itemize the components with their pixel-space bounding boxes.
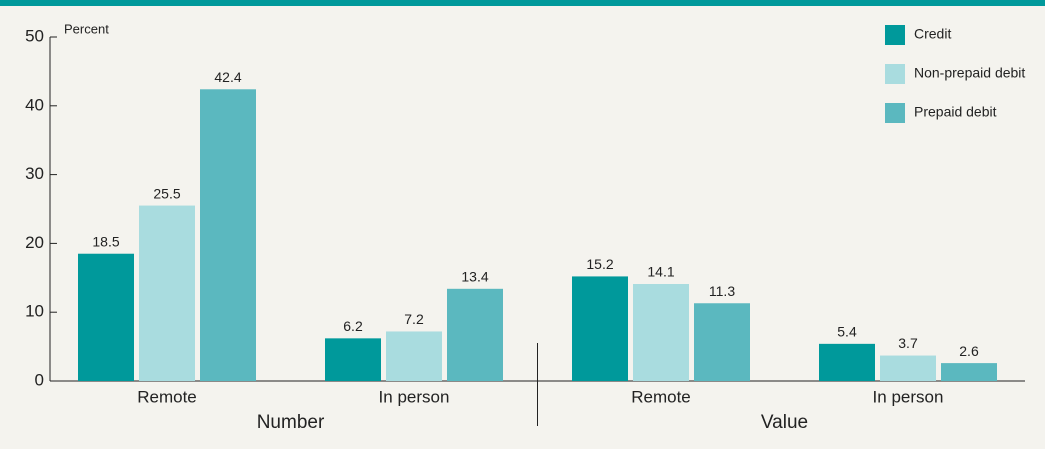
bar — [325, 338, 381, 381]
y-tick-label: 50 — [25, 26, 44, 45]
data-label: 11.3 — [709, 283, 735, 299]
y-axis-label: Percent — [64, 21, 109, 36]
bar — [819, 343, 875, 381]
group-label: Number — [257, 412, 325, 433]
y-tick-label: 0 — [35, 370, 44, 389]
bar — [386, 331, 442, 381]
bar — [447, 288, 503, 381]
legend-swatch — [885, 103, 905, 123]
data-label: 15.2 — [586, 256, 613, 272]
legend-label: Credit — [914, 26, 951, 42]
legend-label: Prepaid debit — [914, 104, 997, 120]
bar — [880, 355, 936, 381]
data-label: 42.4 — [214, 69, 241, 85]
x-tick-label: Remote — [137, 387, 197, 406]
data-label: 25.5 — [153, 185, 180, 201]
x-tick-label: Remote — [631, 387, 691, 406]
bar — [200, 89, 256, 382]
data-label: 3.7 — [898, 335, 918, 351]
y-tick-label: 10 — [25, 302, 44, 321]
y-tick-label: 30 — [25, 164, 44, 183]
bar — [78, 253, 134, 381]
legend-swatch — [885, 64, 905, 84]
bar — [139, 205, 195, 381]
data-label: 18.5 — [92, 233, 119, 249]
data-label: 2.6 — [959, 343, 979, 359]
data-label: 5.4 — [837, 324, 857, 340]
data-label: 7.2 — [404, 311, 424, 327]
bar — [941, 363, 997, 381]
x-tick-label: In person — [379, 387, 450, 406]
data-label: 6.2 — [343, 318, 363, 334]
group-label: Value — [761, 412, 808, 433]
bar — [633, 283, 689, 381]
y-tick-label: 20 — [25, 233, 44, 252]
legend-label: Non-prepaid debit — [914, 65, 1025, 81]
bar — [694, 303, 750, 381]
top-band — [0, 0, 1045, 6]
y-tick-label: 40 — [25, 95, 44, 114]
x-tick-label: In person — [873, 387, 944, 406]
data-label: 13.4 — [461, 269, 488, 285]
data-label: 14.1 — [647, 264, 674, 280]
bar — [572, 276, 628, 381]
legend-swatch — [885, 25, 905, 45]
